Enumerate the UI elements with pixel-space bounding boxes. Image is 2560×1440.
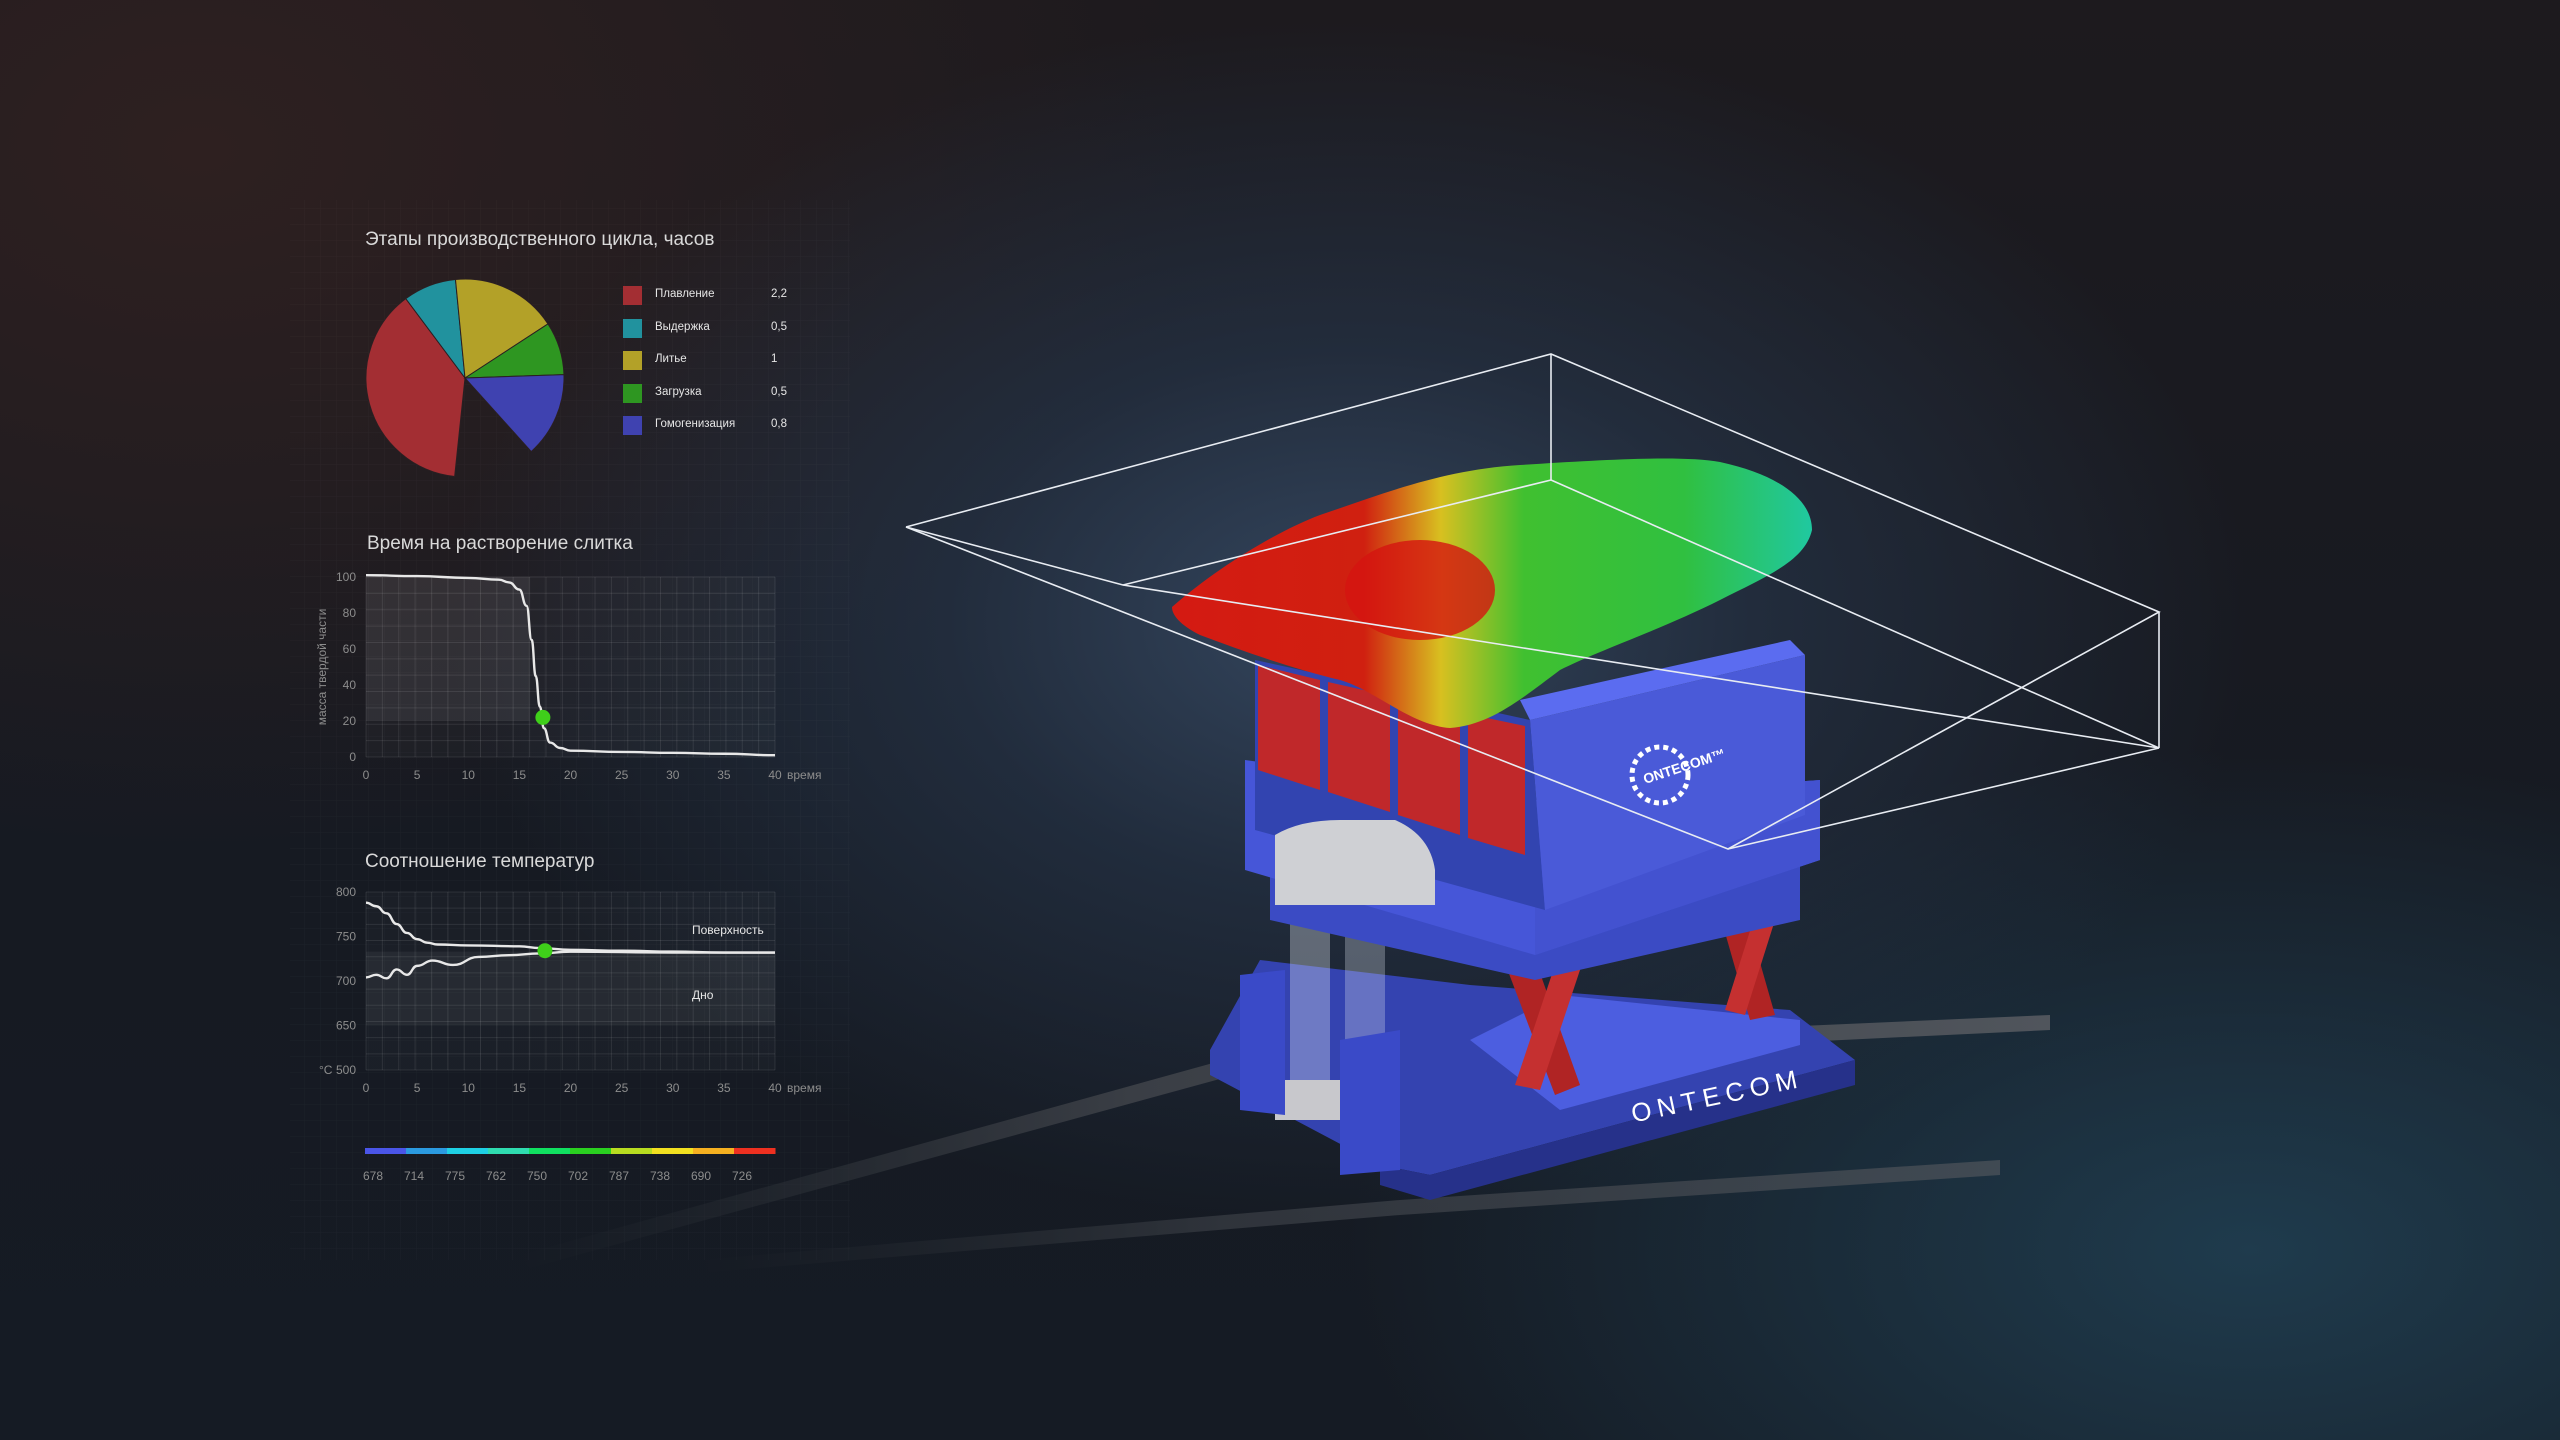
logo-ring [1629, 744, 1691, 806]
legend-label: Плавление [655, 288, 715, 300]
legend-swatch [623, 351, 642, 370]
x-tick-label: 25 [615, 768, 629, 782]
legend-label: Загрузка [655, 386, 702, 398]
x-tick-label: 15 [513, 1081, 527, 1095]
colorbar-tick-label: 726 [732, 1169, 752, 1183]
wireframe-box [905, 353, 2161, 850]
upper-block-right [1530, 655, 1805, 910]
red-panel [1258, 665, 1320, 790]
legend-value: 0,5 [771, 386, 787, 398]
legend-label: Гомогенизация [655, 418, 736, 430]
legend-label: Выдержка [655, 321, 710, 333]
colorbar-tick-label: 678 [363, 1169, 383, 1183]
colorbar-segment [365, 1148, 407, 1154]
colorbar-tick-label: 714 [404, 1169, 424, 1183]
pie-slice-2 [454, 278, 549, 379]
colorbar-segment [734, 1148, 776, 1154]
colorbar-tick-label: 787 [609, 1169, 629, 1183]
x-axis-label: время [787, 768, 821, 782]
legend-swatch [623, 384, 642, 403]
legend-swatch [623, 286, 642, 305]
series-label-surface: Поверхность [692, 923, 764, 937]
y-tick-label: 80 [343, 606, 357, 620]
x-tick-label: 10 [462, 1081, 476, 1095]
colorbar-segment [447, 1148, 489, 1154]
motor-housing [1275, 820, 1435, 905]
x-tick-label: 5 [414, 1081, 421, 1095]
x-tick-label: 40 [768, 768, 782, 782]
dissolution-chart-title: Время на растворение слитка [367, 533, 633, 554]
x-tick-label: 20 [564, 1081, 578, 1095]
y-tick-label: 60 [343, 642, 357, 656]
pie-chart-title: Этапы производственного цикла, часов [365, 229, 715, 250]
x-tick-label: 30 [666, 768, 680, 782]
colorbar-tick-label: 775 [445, 1169, 465, 1183]
x-tick-label: 20 [564, 768, 578, 782]
y-tick-label: 650 [336, 1019, 356, 1033]
x-tick-label: 40 [768, 1081, 782, 1095]
x-tick-label: 35 [717, 768, 731, 782]
series-label-bottom: Дно [692, 988, 714, 1002]
series-line-0 [365, 574, 776, 757]
legend-value: 1 [771, 353, 778, 365]
legend-value: 0,5 [771, 321, 787, 333]
x-tick-label: 15 [513, 768, 527, 782]
pie-slice-4 [463, 374, 565, 453]
x-tick-label: 10 [462, 768, 476, 782]
colorbar-segment [406, 1148, 448, 1154]
legend-value: 0,8 [771, 418, 787, 430]
colorbar-segment [529, 1148, 571, 1154]
highlight-point [535, 709, 551, 725]
colorbar-segment [611, 1148, 653, 1154]
temperature-chart-title: Соотношение температур [365, 851, 595, 872]
y-tick-label: 700 [336, 974, 356, 988]
colorbar-segment [570, 1148, 612, 1154]
y-axis-label: °C [319, 1063, 333, 1077]
y-tick-label: 500 [336, 1063, 356, 1077]
plot-shade [366, 577, 530, 721]
colorbar-segment [488, 1148, 530, 1154]
y-tick-label: 40 [343, 678, 357, 692]
x-tick-label: 0 [363, 1081, 370, 1095]
colorbar-tick-label: 750 [527, 1169, 547, 1183]
legend-value: 2,2 [771, 288, 787, 300]
colorbar-tick-label: 702 [568, 1169, 588, 1183]
y-tick-label: 20 [343, 714, 357, 728]
rail-front [700, 1160, 2000, 1272]
series-line-1 [365, 950, 775, 980]
colorbar-segment [652, 1148, 694, 1154]
x-tick-label: 5 [414, 768, 421, 782]
plot-shade [366, 951, 775, 1026]
x-tick-label: 30 [666, 1081, 680, 1095]
legend-label: Литье [655, 353, 687, 365]
colorbar-tick-label: 738 [650, 1169, 670, 1183]
pie-slice-0 [365, 297, 466, 478]
highlight-point [537, 943, 553, 959]
x-tick-label: 25 [615, 1081, 629, 1095]
legend-swatch [623, 319, 642, 338]
y-tick-label: 100 [336, 570, 356, 584]
series-line-0 [365, 901, 775, 954]
x-tick-label: 0 [363, 768, 370, 782]
x-tick-label: 35 [717, 1081, 731, 1095]
y-tick-label: 0 [349, 750, 356, 764]
colorbar-tick-label: 690 [691, 1169, 711, 1183]
colorbar-segment [693, 1148, 735, 1154]
legend-swatch [623, 416, 642, 435]
colorbar-tick-label: 762 [486, 1169, 506, 1183]
y-axis-label: масса твердой части [315, 609, 329, 726]
y-tick-label: 750 [336, 930, 356, 944]
x-axis-label: время [787, 1081, 821, 1095]
y-tick-label: 800 [336, 885, 356, 899]
